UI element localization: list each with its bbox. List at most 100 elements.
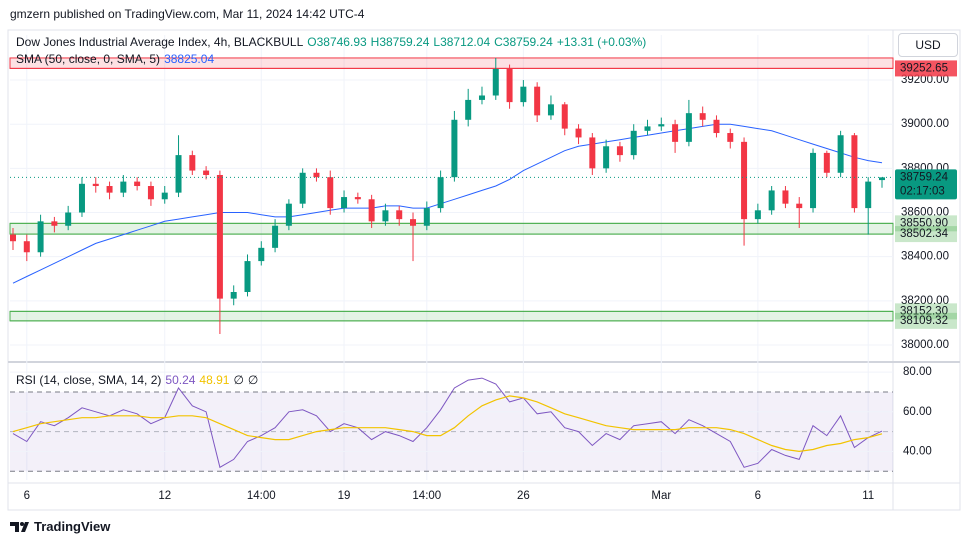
candle-body xyxy=(506,69,513,103)
last-price-box xyxy=(895,169,957,200)
candle-body xyxy=(216,174,223,299)
ohlc-item: C38759.24 xyxy=(494,35,553,49)
zone-label: 38109.32 xyxy=(900,315,948,327)
x-tick-label: 19 xyxy=(338,490,351,502)
ohlc-item: +13.31 (+0.03%) xyxy=(556,35,647,49)
y-tick-label: 38000.00 xyxy=(901,339,949,351)
zone-label-box xyxy=(895,303,957,320)
y-tick-label: 38400.00 xyxy=(901,251,949,263)
candle-body xyxy=(341,197,348,209)
candle-body xyxy=(272,225,279,248)
candle-body xyxy=(603,146,610,169)
sma-line xyxy=(12,123,883,284)
candle-body xyxy=(672,124,679,142)
x-tick-label: 14:00 xyxy=(412,490,441,502)
currency-button[interactable]: USD xyxy=(898,33,958,57)
sma-value: 38825.04 xyxy=(164,52,215,66)
x-tick-label: 6 xyxy=(755,490,761,502)
sma-legend: SMA (50, close, 0, SMA, 5) 38825.04 xyxy=(16,52,218,66)
candle-body xyxy=(285,203,292,226)
ohlc-values: O38746.93 H38759.24 L38712.04 C38759.24 +13.… xyxy=(307,35,650,49)
rsi-line xyxy=(12,395,883,453)
zone-label-box xyxy=(895,215,957,232)
candle-body xyxy=(65,212,72,226)
candle-body xyxy=(879,177,885,181)
y-tick-label: 80.00 xyxy=(903,366,932,378)
candle-body xyxy=(92,183,99,187)
candle-body xyxy=(203,170,210,175)
rsi-title: RSI (14, close, SMA, 14, 2) xyxy=(16,373,162,387)
chart-frame xyxy=(7,29,961,511)
candle-body xyxy=(134,181,141,187)
candle-body xyxy=(327,177,334,209)
candle-body xyxy=(120,181,127,193)
candle-body xyxy=(810,152,817,209)
candle-body xyxy=(230,291,237,299)
candle-body xyxy=(437,177,444,209)
candle-body xyxy=(575,128,582,138)
x-tick-label: 12 xyxy=(158,490,171,502)
candle-body xyxy=(520,86,527,103)
y-tick-label: 60.00 xyxy=(903,406,932,418)
candle-body xyxy=(768,190,775,211)
x-tick-label: 26 xyxy=(517,490,530,502)
countdown: 02:17:03 xyxy=(900,185,945,197)
main-legend: Dow Jones Industrial Average Index, 4h, … xyxy=(16,35,654,49)
candle-body xyxy=(630,130,637,156)
candle-body xyxy=(492,69,499,96)
zone xyxy=(9,310,894,322)
x-tick-label: 14:00 xyxy=(247,490,276,502)
rsi-line xyxy=(12,377,883,469)
candle-body xyxy=(51,221,58,226)
candle-body xyxy=(423,208,430,226)
candle-body xyxy=(368,199,375,222)
na-value: ∅ xyxy=(233,373,244,387)
candle-body xyxy=(175,155,182,193)
candle-body xyxy=(727,133,734,142)
y-tick-label: 40.00 xyxy=(903,445,932,457)
brand-name: TradingView xyxy=(34,519,111,534)
zone-label: 38502.34 xyxy=(900,228,949,240)
y-tick-label: 38600.00 xyxy=(901,207,949,219)
candle-body xyxy=(465,99,472,120)
rsi-sma-value: 48.91 xyxy=(199,373,230,387)
ohlc-item: H38759.24 xyxy=(370,35,430,49)
x-tick-label: 11 xyxy=(862,490,874,502)
candle-body xyxy=(451,119,458,178)
candle-body xyxy=(478,95,485,100)
zone-label-box xyxy=(895,312,957,329)
zone-label: 38550.90 xyxy=(900,217,948,229)
sma-title: SMA (50, close, 0, SMA, 5) xyxy=(16,52,161,66)
brand-logo xyxy=(10,522,29,532)
candle-body xyxy=(161,192,168,200)
candle-body xyxy=(699,113,706,120)
candle-body xyxy=(589,137,596,169)
ohlc-item: O38746.93 xyxy=(307,35,367,49)
candle-body xyxy=(299,172,306,204)
candle-body xyxy=(189,155,196,171)
rsi-value: 50.24 xyxy=(165,373,196,387)
last-price-label: 38759.24 xyxy=(900,171,949,183)
y-tick-label: 39000.00 xyxy=(901,118,949,130)
candle-body xyxy=(396,210,403,220)
candle-body xyxy=(782,190,789,204)
candle-body xyxy=(354,197,361,200)
na-value: ∅ xyxy=(247,373,259,387)
zone-label: 38152.30 xyxy=(900,305,948,317)
candle-body xyxy=(685,113,692,142)
candle-body xyxy=(258,247,265,262)
candle-body xyxy=(547,104,554,116)
y-tick-label: 38200.00 xyxy=(901,295,949,307)
candle-body xyxy=(382,210,389,222)
candle-body xyxy=(410,219,417,226)
candle-body xyxy=(23,241,30,253)
candle-body xyxy=(244,261,251,292)
candle-body xyxy=(851,135,858,209)
candle-body xyxy=(837,135,844,173)
candle-body xyxy=(713,119,720,134)
candle-body xyxy=(147,186,154,200)
candle-body xyxy=(644,126,651,131)
candle-body xyxy=(313,172,320,178)
